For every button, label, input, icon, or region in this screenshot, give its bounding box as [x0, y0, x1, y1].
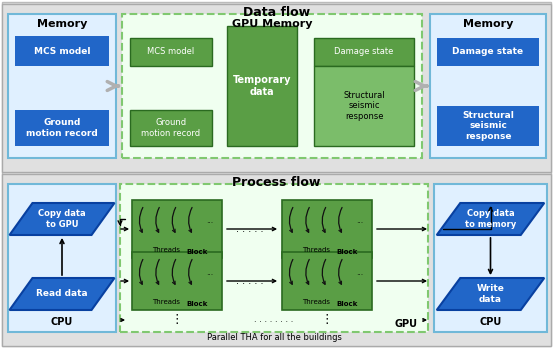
Text: Threads: Threads — [302, 299, 330, 305]
Polygon shape — [9, 203, 114, 235]
FancyBboxPatch shape — [227, 26, 297, 146]
Text: Parallel THA for all the buildings: Parallel THA for all the buildings — [207, 333, 341, 342]
Text: Structural
seismic
response: Structural seismic response — [343, 91, 385, 121]
Text: Read data: Read data — [36, 290, 88, 299]
Text: Block: Block — [186, 249, 207, 255]
Text: . . . . .: . . . . . — [236, 224, 264, 234]
FancyBboxPatch shape — [282, 200, 372, 258]
FancyBboxPatch shape — [282, 252, 372, 310]
Text: Threads: Threads — [302, 247, 330, 253]
Text: Memory: Memory — [37, 19, 87, 29]
Text: Process flow: Process flow — [232, 176, 321, 190]
FancyBboxPatch shape — [120, 184, 428, 332]
Text: Block: Block — [186, 301, 207, 307]
FancyBboxPatch shape — [434, 184, 547, 332]
Text: CPU: CPU — [51, 317, 73, 327]
Text: Write
data: Write data — [477, 284, 504, 304]
FancyBboxPatch shape — [430, 14, 546, 158]
Text: ...: ... — [206, 268, 213, 277]
Text: Damage state: Damage state — [335, 47, 394, 56]
Text: Data flow: Data flow — [243, 7, 310, 19]
Text: Block: Block — [336, 249, 357, 255]
Polygon shape — [437, 278, 544, 310]
FancyBboxPatch shape — [2, 174, 551, 346]
Text: GPU: GPU — [394, 319, 418, 329]
Polygon shape — [437, 203, 544, 235]
Text: Copy data
to memory: Copy data to memory — [465, 209, 516, 229]
FancyBboxPatch shape — [132, 200, 222, 258]
Text: Copy data
to GPU: Copy data to GPU — [38, 209, 86, 229]
Text: . . . . .: . . . . . — [236, 276, 264, 286]
Text: Block: Block — [336, 301, 357, 307]
Text: Temporary
data: Temporary data — [233, 75, 291, 97]
Text: ...: ... — [356, 216, 363, 225]
Text: Structural
seismic
response: Structural seismic response — [462, 111, 514, 141]
FancyBboxPatch shape — [15, 110, 109, 146]
Text: . . . . . . . .: . . . . . . . . — [254, 316, 294, 324]
FancyBboxPatch shape — [8, 14, 116, 158]
FancyBboxPatch shape — [437, 106, 539, 146]
Text: Ground
motion record: Ground motion record — [26, 118, 98, 138]
Text: ⋮: ⋮ — [321, 314, 333, 326]
FancyBboxPatch shape — [122, 14, 422, 158]
Text: MCS model: MCS model — [34, 47, 90, 55]
FancyBboxPatch shape — [15, 36, 109, 66]
FancyBboxPatch shape — [314, 66, 414, 146]
Text: ...: ... — [206, 216, 213, 225]
FancyBboxPatch shape — [130, 110, 212, 146]
Text: ⋮: ⋮ — [171, 314, 183, 326]
Polygon shape — [9, 278, 114, 310]
Text: GPU Memory: GPU Memory — [232, 19, 312, 29]
Text: Damage state: Damage state — [452, 47, 524, 56]
Text: CPU: CPU — [479, 317, 502, 327]
FancyBboxPatch shape — [132, 252, 222, 310]
FancyBboxPatch shape — [314, 38, 414, 66]
FancyBboxPatch shape — [2, 4, 551, 172]
FancyBboxPatch shape — [437, 38, 539, 66]
Text: Ground
motion record: Ground motion record — [142, 118, 201, 138]
FancyBboxPatch shape — [8, 184, 116, 332]
Text: MCS model: MCS model — [148, 47, 195, 56]
Text: Memory: Memory — [463, 19, 513, 29]
Text: ...: ... — [356, 268, 363, 277]
FancyBboxPatch shape — [130, 38, 212, 66]
Text: Threads: Threads — [152, 299, 180, 305]
Text: Threads: Threads — [152, 247, 180, 253]
